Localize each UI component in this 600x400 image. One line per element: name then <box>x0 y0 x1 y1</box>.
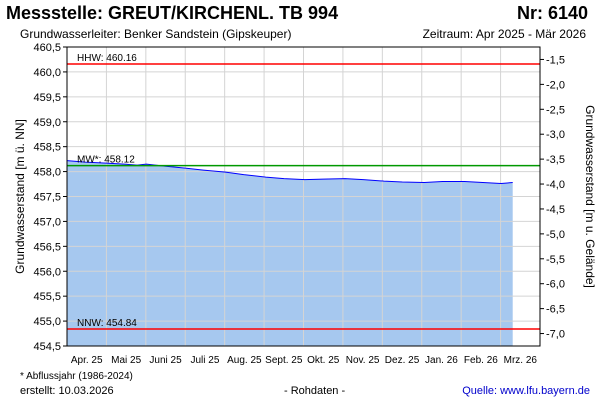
x-tick-label: Aug. 25 <box>227 355 262 366</box>
x-tick-label: Nov. 25 <box>346 355 380 366</box>
reference-label: NNW: 454.84 <box>77 318 137 329</box>
reference-label: HHW: 460.16 <box>77 53 137 64</box>
y-tick-label: 458,5 <box>33 142 61 154</box>
y-axis-label: Grundwasserstand [m ü. NN] <box>13 119 27 274</box>
y2-tick-label: -6,0 <box>546 279 565 291</box>
y-tick-label: 457,0 <box>33 216 61 228</box>
y2-tick-label: -1,5 <box>546 54 565 66</box>
aquifer-label: Grundwasserleiter: Benker Sandstein (Gip… <box>20 27 292 41</box>
y2-tick-label: -3,0 <box>546 129 565 141</box>
y2-tick-label: -7,0 <box>546 329 565 341</box>
y-tick-label: 454,5 <box>33 341 61 353</box>
station-title: Messstelle: GREUT/KIRCHENL. TB 994 <box>6 3 339 23</box>
period-label: Zeitraum: Apr 2025 - Mär 2026 <box>422 27 586 41</box>
x-tick-label: Juli 25 <box>191 355 220 366</box>
x-tick-label: Jan. 26 <box>425 355 458 366</box>
y-tick-label: 456,0 <box>33 266 61 278</box>
y2-tick-label: -5,0 <box>546 229 565 241</box>
y-tick-label: 460,5 <box>33 42 61 54</box>
x-tick-label: Sept. 25 <box>265 355 303 366</box>
x-tick-label: Apr. 25 <box>71 355 103 366</box>
y2-tick-label: -4,5 <box>546 204 565 216</box>
y2-tick-label: -2,0 <box>546 79 565 91</box>
x-tick-label: Juni 25 <box>149 355 182 366</box>
y-tick-label: 456,5 <box>33 241 61 253</box>
y-tick-label: 459,5 <box>33 92 61 104</box>
station-number: Nr: 6140 <box>516 3 588 23</box>
footnote: * Abflussjahr (1986-2024) <box>20 371 133 382</box>
y-tick-label: 460,0 <box>33 67 61 79</box>
x-tick-label: Feb. 26 <box>464 355 498 366</box>
x-tick-label: Okt. 25 <box>307 355 340 366</box>
series-area <box>67 160 513 346</box>
y-tick-label: 457,5 <box>33 192 61 204</box>
created-date: erstellt: 10.03.2026 <box>20 385 114 397</box>
y-tick-label: 458,0 <box>33 167 61 179</box>
x-tick-label: Mrz. 26 <box>504 355 538 366</box>
y2-axis-label: Grundwasserstand [m u. Gelände] <box>583 105 597 288</box>
y2-tick-label: -2,5 <box>546 104 565 116</box>
reference-label: MW*: 458.12 <box>77 155 135 166</box>
y2-tick-label: -3,5 <box>546 154 565 166</box>
y-tick-label: 455,5 <box>33 291 61 303</box>
x-tick-label: Dez. 25 <box>385 355 420 366</box>
y2-tick-label: -5,5 <box>546 254 565 266</box>
y-tick-label: 455,0 <box>33 316 61 328</box>
x-tick-label: Mai 25 <box>111 355 141 366</box>
y2-tick-label: -4,0 <box>546 179 565 191</box>
y-tick-label: 459,0 <box>33 117 61 129</box>
source-link[interactable]: Quelle: www.lfu.bayern.de <box>462 385 590 397</box>
y2-tick-label: -6,5 <box>546 304 565 316</box>
raw-data-note: - Rohdaten - <box>284 385 346 397</box>
